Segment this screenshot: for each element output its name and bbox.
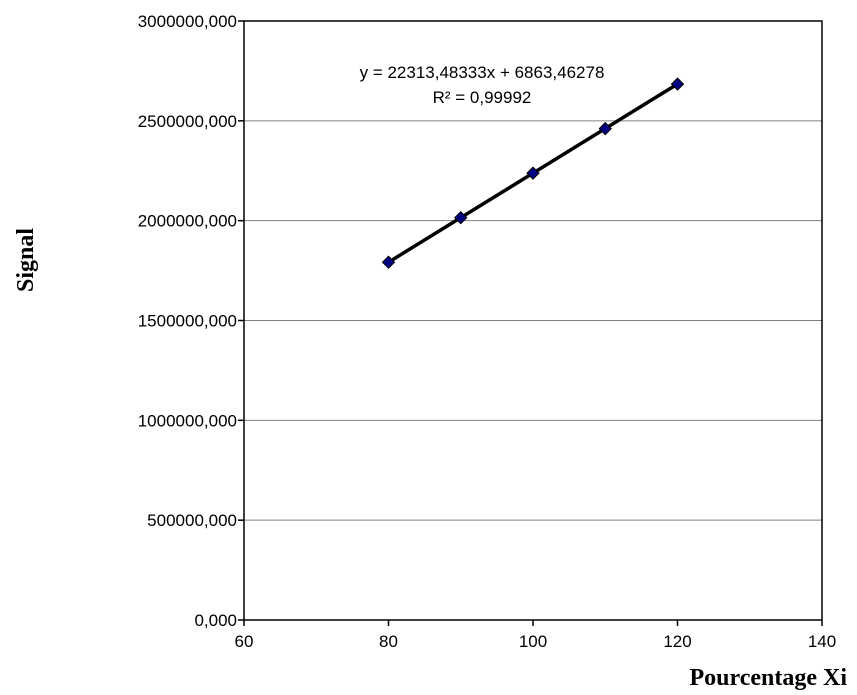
grid-lines	[244, 120, 822, 521]
data-points	[381, 77, 685, 269]
y-tick-label: 2000000,000	[138, 212, 237, 231]
y-axis: 0,000 500000,000 1000000,000 1500000,000 200…	[138, 12, 244, 630]
data-point	[381, 255, 396, 269]
x-tick-label: 60	[235, 632, 254, 651]
x-tick-label: 120	[663, 632, 691, 651]
y-tick-label: 2500000,000	[138, 112, 237, 131]
data-point	[598, 121, 612, 136]
y-tick-label: 3000000,000	[138, 12, 237, 31]
r-squared-label: R² = 0,99992	[433, 88, 532, 107]
data-point	[526, 166, 540, 180]
y-tick-label: 1000000,000	[138, 411, 237, 430]
x-tick-label: 100	[519, 632, 547, 651]
data-point	[454, 210, 468, 225]
x-tick-label: 80	[379, 632, 398, 651]
y-tick-label: 1500000,000	[138, 312, 237, 331]
y-tick-label: 500000,000	[147, 511, 237, 530]
equation-label: y = 22313,48333x + 6863,46278	[360, 63, 605, 82]
x-axis-label: Pourcentage Xi	[689, 665, 847, 691]
data-point	[670, 77, 685, 91]
y-axis-label: Signal	[13, 228, 39, 292]
x-tick-label: 140	[808, 632, 836, 651]
y-tick-label: 0,000	[194, 611, 237, 630]
x-axis: 60 80 100 120 140	[235, 620, 836, 651]
